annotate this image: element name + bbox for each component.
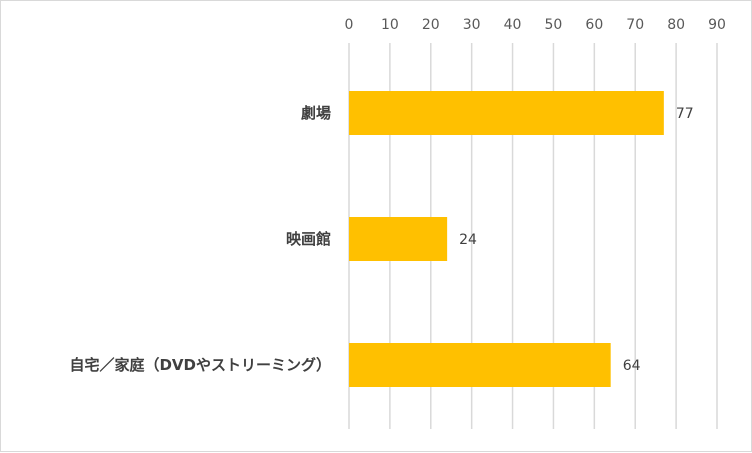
- x-tick-label: 90: [708, 17, 726, 33]
- x-tick-label: 80: [667, 17, 685, 33]
- x-tick-label: 50: [545, 17, 563, 33]
- bar: [349, 91, 664, 135]
- x-tick-label: 30: [463, 17, 481, 33]
- x-tick-label: 70: [626, 17, 644, 33]
- x-tick-label: 0: [345, 17, 354, 33]
- bar: [349, 343, 611, 387]
- x-axis-ticks: 0 10 20 30 40 50 60 70 80 90: [345, 17, 726, 33]
- data-label: 77: [676, 106, 694, 122]
- data-label: 64: [623, 358, 641, 374]
- data-label: 24: [459, 232, 477, 248]
- x-tick-label: 10: [381, 17, 399, 33]
- category-label: 劇場: [301, 104, 331, 122]
- x-tick-label: 20: [422, 17, 440, 33]
- data-labels: 77 24 64: [459, 106, 694, 374]
- category-label: 自宅／家庭（DVDやストリーミング）: [69, 356, 331, 374]
- category-label: 映画館: [286, 230, 331, 248]
- x-tick-label: 40: [504, 17, 522, 33]
- bar: [349, 217, 448, 261]
- bars: [349, 91, 664, 387]
- x-tick-label: 60: [585, 17, 603, 33]
